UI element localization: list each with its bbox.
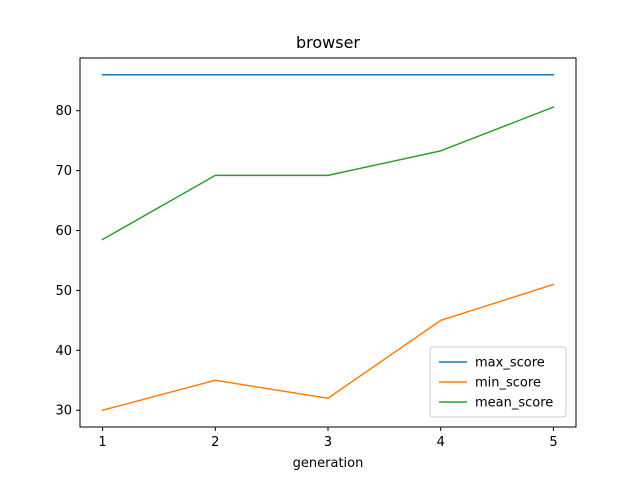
y-tick-label: 30: [55, 404, 72, 419]
legend-label: max_score: [475, 356, 545, 371]
x-tick-label: 1: [98, 435, 106, 450]
x-tick-label: 3: [324, 435, 332, 450]
series-line-min-score: [101, 283, 555, 412]
chart-title: browser: [296, 33, 360, 52]
y-axis: 30 40 50 60 70 80: [55, 104, 80, 419]
x-tick-label: 2: [211, 435, 219, 450]
series-layer: [101, 74, 555, 412]
x-tick-label: 4: [437, 435, 445, 450]
y-tick-label: 80: [55, 104, 72, 119]
x-tick-label: 5: [549, 435, 557, 450]
legend-label: min_score: [475, 376, 541, 391]
y-tick-label: 40: [55, 344, 72, 359]
y-tick-label: 70: [55, 164, 72, 179]
y-tick-label: 60: [55, 224, 72, 239]
y-tick-label: 50: [55, 284, 72, 299]
x-axis-label: generation: [293, 456, 364, 471]
x-axis: 1 2 3 4 5: [98, 427, 558, 450]
series-line-mean-score: [101, 106, 555, 241]
legend-box: [429, 346, 567, 418]
legend-label: mean_score: [475, 396, 553, 411]
legend: max_score min_score mean_score: [429, 346, 567, 418]
